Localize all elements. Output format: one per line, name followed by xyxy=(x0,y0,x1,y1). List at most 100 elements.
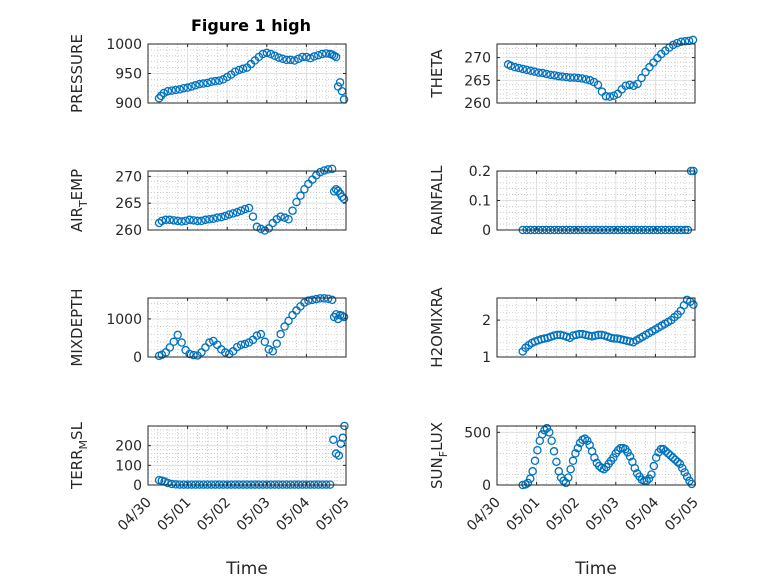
data-point xyxy=(561,478,571,488)
y-axis-label: THETA xyxy=(428,49,446,99)
data-point xyxy=(220,348,230,357)
data-point xyxy=(573,443,583,453)
data-point xyxy=(571,330,581,340)
data-point xyxy=(606,333,616,343)
data-point xyxy=(280,322,289,331)
data-point xyxy=(545,428,554,437)
data-point xyxy=(682,472,692,481)
data-point xyxy=(175,85,184,94)
data-point xyxy=(666,451,675,460)
data-point xyxy=(554,71,563,81)
data-point xyxy=(629,81,638,91)
data-point xyxy=(573,73,583,83)
y-tick-label: 265 xyxy=(115,196,142,212)
data-point xyxy=(534,68,543,77)
axes-box xyxy=(147,170,347,231)
data-point xyxy=(518,64,527,74)
data-point xyxy=(670,455,680,464)
data-point xyxy=(609,91,619,100)
data-point xyxy=(506,61,516,71)
data-point xyxy=(528,467,537,476)
data-point xyxy=(272,339,281,348)
data-point xyxy=(294,54,303,64)
data-point xyxy=(276,329,285,339)
data-point xyxy=(640,476,649,486)
data-point xyxy=(154,94,164,103)
data-point xyxy=(558,72,567,81)
x-axis-label: Time xyxy=(225,559,268,579)
data-point xyxy=(185,215,194,225)
data-point xyxy=(339,312,349,322)
data-point xyxy=(569,73,579,82)
data-point xyxy=(668,40,678,50)
data-point xyxy=(234,65,244,75)
data-point xyxy=(336,439,346,448)
data-point xyxy=(583,436,592,445)
data-point xyxy=(284,316,293,326)
data-point xyxy=(522,65,531,75)
data-point xyxy=(177,217,186,226)
data-point xyxy=(568,456,578,466)
data-point xyxy=(523,478,533,488)
data-point xyxy=(564,473,573,482)
y-axis-label: PRESSURE xyxy=(68,34,86,113)
data-point xyxy=(680,37,690,46)
axes-box xyxy=(147,297,347,358)
data-point xyxy=(546,70,555,80)
data-point xyxy=(659,444,668,454)
data-point xyxy=(286,55,295,65)
data-point xyxy=(526,474,535,483)
data-point xyxy=(163,478,173,488)
data-point xyxy=(533,445,542,455)
data-point xyxy=(165,343,175,352)
data-point xyxy=(319,166,329,175)
data-point xyxy=(334,451,344,460)
data-point xyxy=(157,216,167,226)
data-point xyxy=(581,75,591,84)
data-point xyxy=(550,71,559,80)
data-point xyxy=(173,330,182,340)
data-point xyxy=(220,211,230,221)
data-point xyxy=(238,64,248,74)
data-point xyxy=(161,215,171,225)
data-point xyxy=(605,92,615,101)
data-point xyxy=(585,76,595,85)
data-point xyxy=(547,436,556,445)
data-point xyxy=(616,443,625,453)
data-point xyxy=(224,210,234,219)
data-point xyxy=(549,447,559,456)
data-point xyxy=(584,331,594,340)
data-point xyxy=(601,91,611,101)
data-point xyxy=(248,212,258,221)
data-point xyxy=(571,449,580,458)
data-point xyxy=(310,52,319,61)
data-point xyxy=(306,53,315,63)
data-point xyxy=(580,434,590,443)
y-axis-label: MIXDEPTH xyxy=(68,288,86,366)
data-point xyxy=(244,203,254,213)
figure-title: Figure 1 high xyxy=(191,16,311,35)
axes-box xyxy=(496,297,696,358)
data-point xyxy=(211,76,220,86)
data-point xyxy=(678,463,687,473)
data-point xyxy=(171,85,180,95)
data-point xyxy=(312,294,321,304)
data-point xyxy=(609,453,618,462)
axes-box xyxy=(147,425,347,486)
data-point xyxy=(552,330,562,340)
y-tick-label: 2 xyxy=(482,313,491,329)
data-point xyxy=(290,56,299,65)
data-point xyxy=(268,347,277,356)
data-point xyxy=(213,213,222,222)
data-point xyxy=(651,453,661,462)
data-point xyxy=(530,67,539,76)
y-tick-label: 500 xyxy=(464,425,491,441)
data-point xyxy=(321,49,331,58)
data-point xyxy=(577,74,587,83)
data-point xyxy=(599,464,609,474)
data-point xyxy=(317,49,327,59)
data-point xyxy=(165,215,175,225)
data-point xyxy=(236,206,246,215)
data-point xyxy=(623,448,632,457)
